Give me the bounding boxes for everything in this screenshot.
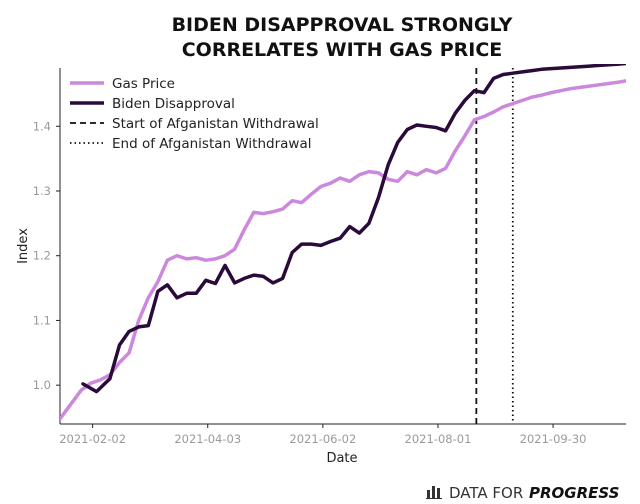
y-tick-label: 1.3 bbox=[33, 184, 51, 198]
y-tick-label: 1.2 bbox=[33, 249, 51, 263]
y-ticks: 1.0 1.1 1.2 1.3 1.4 bbox=[33, 119, 60, 392]
legend-label-start-withdrawal: Start of Afganistan Withdrawal bbox=[112, 116, 319, 132]
x-tick-label: 2021-04-03 bbox=[174, 432, 241, 446]
gas-price-line bbox=[60, 79, 626, 421]
legend-label-gas-price: Gas Price bbox=[112, 76, 175, 92]
legend: Gas Price Biden Disapproval Start of Afg… bbox=[70, 76, 319, 152]
x-ticks: 2021-02-02 2021-04-03 2021-06-02 2021-08-01… bbox=[59, 424, 587, 446]
y-axis-label: Index bbox=[16, 228, 31, 264]
x-tick-label: 2021-09-30 bbox=[520, 432, 587, 446]
x-tick-label: 2021-08-01 bbox=[405, 432, 472, 446]
y-tick-label: 1.0 bbox=[33, 378, 51, 392]
y-tick-label: 1.1 bbox=[33, 313, 51, 327]
withdrawal-lines bbox=[475, 68, 514, 424]
x-tick-label: 2021-06-02 bbox=[289, 432, 356, 446]
brand-text-progress: PROGRESS bbox=[529, 484, 619, 502]
x-axis-label: Date bbox=[326, 451, 357, 466]
chart-title-line-1: BIDEN DISAPPROVAL STRONGLY bbox=[172, 14, 513, 36]
brand-logo: DATA FOR PROGRESS bbox=[426, 484, 619, 502]
biden-disapproval-line bbox=[81, 64, 626, 394]
x-tick-label: 2021-02-02 bbox=[59, 432, 126, 446]
bar-chart-icon bbox=[426, 486, 442, 499]
chart-title-line-2: CORRELATES WITH GAS PRICE bbox=[182, 39, 503, 61]
series-lines bbox=[60, 64, 626, 421]
legend-label-biden-disapproval: Biden Disapproval bbox=[112, 96, 235, 112]
brand-text-data-for: DATA FOR bbox=[449, 484, 523, 502]
y-tick-label: 1.4 bbox=[33, 119, 51, 133]
legend-label-end-withdrawal: End of Afganistan Withdrawal bbox=[112, 136, 311, 152]
